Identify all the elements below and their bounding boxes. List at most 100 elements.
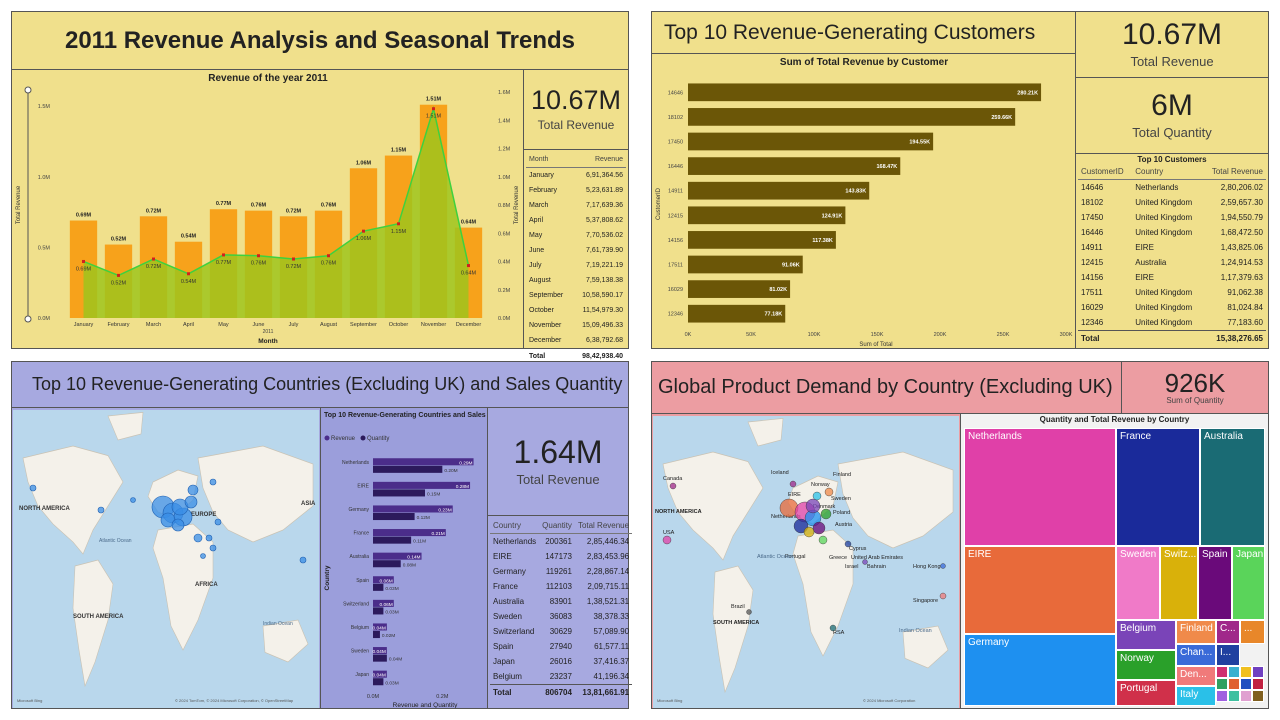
map-label: Indian Ocean: [899, 628, 932, 634]
treemap-small-tile[interactable]: [1252, 678, 1264, 690]
x-tick-label: 300K: [1060, 332, 1073, 338]
table-row[interactable]: Australia 83901 1,38,521.31: [490, 594, 632, 609]
table-cell: 14911: [1081, 243, 1103, 252]
treemap-tile[interactable]: Italy: [1176, 686, 1216, 706]
table-row[interactable]: March 7,17,639.36: [526, 198, 626, 213]
table-row[interactable]: February 5,23,631.89: [526, 183, 626, 198]
table-row[interactable]: Germany 119261 2,28,867.14: [490, 564, 632, 579]
table-cell: 2,80,206.02: [1220, 183, 1263, 192]
treemap-small-tile[interactable]: [1252, 666, 1264, 678]
table-row[interactable]: December 6,38,792.68: [526, 333, 626, 349]
col-country[interactable]: Country: [1132, 164, 1203, 180]
table-row[interactable]: Spain 27940 61,577.11: [490, 639, 632, 654]
treemap-tile[interactable]: Netherlands: [964, 428, 1116, 546]
treemap-small-tile[interactable]: [1240, 690, 1252, 702]
treemap-tile[interactable]: France: [1116, 428, 1200, 546]
land-shape: [792, 529, 854, 657]
country-bubble: [171, 518, 185, 532]
table-row[interactable]: June 7,61,739.90: [526, 243, 626, 258]
table-row[interactable]: France 112103 2,09,715.11: [490, 579, 632, 594]
treemap-tile[interactable]: Germany: [964, 634, 1116, 706]
table-row[interactable]: July 7,19,221.19: [526, 258, 626, 273]
table-cell: EIRE: [1135, 243, 1154, 252]
table-row[interactable]: 14156 EIRE 1,17,379.63: [1078, 270, 1266, 285]
table-total-row: Total 98,42,938.40: [526, 348, 626, 364]
col-total-revenue-3[interactable]: Total Revenue: [574, 518, 633, 534]
treemap-tile[interactable]: Portugal: [1116, 680, 1176, 706]
table-row[interactable]: 12346 United Kingdom 77,183.60: [1078, 315, 1266, 331]
table-row[interactable]: April 5,37,808.62: [526, 213, 626, 228]
table-row[interactable]: 16446 United Kingdom 1,68,472.50: [1078, 225, 1266, 240]
col-month[interactable]: Month: [526, 152, 573, 168]
table-row[interactable]: Switzerland 30629 57,089.90: [490, 624, 632, 639]
demand-map[interactable]: Canada USA NORTH AMERICA Iceland Finland Norw…: [653, 416, 959, 708]
revenue-bar: [373, 505, 453, 513]
table-row[interactable]: 14911 EIRE 1,43,825.06: [1078, 240, 1266, 255]
treemap-small-tile[interactable]: [1228, 678, 1240, 690]
treemap-tile-label: Netherlands: [968, 431, 1022, 442]
treemap-tile[interactable]: Australia: [1200, 428, 1265, 546]
bar-data-label: 1.15M: [391, 148, 407, 154]
treemap-tile[interactable]: I...: [1216, 644, 1240, 666]
map-label: Poland: [833, 510, 850, 516]
col-country-3[interactable]: Country: [490, 518, 540, 534]
treemap-small-tile[interactable]: [1240, 678, 1252, 690]
table-cell: United Kingdom: [1135, 288, 1193, 297]
bar-data-label: 0.04M: [373, 649, 386, 655]
col-revenue[interactable]: Revenue: [572, 152, 626, 168]
treemap-small-tile[interactable]: [1216, 678, 1228, 690]
table-row[interactable]: August 7,59,138.38: [526, 273, 626, 288]
treemap-tile[interactable]: ...: [1240, 620, 1265, 644]
table-row[interactable]: 14646 Netherlands 2,80,206.02: [1078, 180, 1266, 196]
treemap-small-tile[interactable]: [1228, 690, 1240, 702]
table-cell: 7,19,221.19: [586, 262, 623, 269]
bar-data-label: 0.04M: [373, 626, 386, 632]
treemap-tile[interactable]: Japan: [1232, 546, 1265, 620]
treemap-small-tile[interactable]: [1216, 690, 1228, 702]
treemap-small-tile[interactable]: [1216, 666, 1228, 678]
col-quantity[interactable]: Quantity: [539, 518, 575, 534]
treemap-tile[interactable]: Norway: [1116, 650, 1176, 680]
table-row[interactable]: January 6,91,364.56: [526, 168, 626, 184]
treemap-tile[interactable]: Finland: [1176, 620, 1216, 644]
treemap-small-tile[interactable]: [1240, 666, 1252, 678]
table-row[interactable]: Netherlands 200361 2,85,446.34: [490, 534, 632, 550]
treemap-tile[interactable]: EIRE: [964, 546, 1116, 634]
col-customerid[interactable]: CustomerID: [1078, 164, 1133, 180]
table-cell: France: [493, 582, 518, 591]
table-row[interactable]: Japan 26016 37,416.37: [490, 654, 632, 669]
month-revenue-table: Month Revenue January 6,91,364.56 February…: [526, 152, 626, 364]
treemap-tile[interactable]: Den...: [1176, 666, 1216, 686]
table-row[interactable]: 17450 United Kingdom 1,94,550.79: [1078, 210, 1266, 225]
treemap-tile[interactable]: Spain: [1198, 546, 1232, 620]
country-bubble: [200, 553, 206, 559]
revenue-bar: [373, 481, 471, 489]
table-row[interactable]: November 15,09,496.33: [526, 318, 626, 333]
country-revenue-map[interactable]: NORTH AMERICA EUROPE ASIA AFRICA SOUTH AMERI…: [13, 410, 319, 708]
treemap-title: Quantity and Total Revenue by Country: [1039, 415, 1190, 424]
table-row[interactable]: 18102 United Kingdom 2,59,657.30: [1078, 195, 1266, 210]
treemap-small-tile[interactable]: [1252, 690, 1264, 702]
treemap-small-tile[interactable]: [1228, 666, 1240, 678]
table-row[interactable]: September 10,58,590.17: [526, 288, 626, 303]
table-row[interactable]: 17511 United Kingdom 91,062.38: [1078, 285, 1266, 300]
table-row[interactable]: October 11,54,979.30: [526, 303, 626, 318]
treemap-tile[interactable]: Chan...: [1176, 644, 1216, 666]
table-row[interactable]: EIRE 147173 2,83,453.96: [490, 549, 632, 564]
treemap-tile[interactable]: Sweden: [1116, 546, 1160, 620]
table-row[interactable]: Sweden 36083 38,378.33: [490, 609, 632, 624]
bar-data-label: 77.18K: [764, 312, 782, 318]
table-cell: 41,196.34: [593, 672, 630, 681]
col-total-revenue[interactable]: Total Revenue: [1202, 164, 1266, 180]
treemap-tile[interactable]: C...: [1216, 620, 1240, 644]
treemap-tile[interactable]: Switz...: [1160, 546, 1198, 620]
table-row[interactable]: 12415 Australia 1,24,914.53: [1078, 255, 1266, 270]
table-row[interactable]: 16029 United Kingdom 81,024.84: [1078, 300, 1266, 315]
treemap-tile[interactable]: Belgium: [1116, 620, 1176, 650]
table-total-cell: Total: [490, 684, 540, 700]
table-cell: November: [529, 322, 562, 329]
bar-data-label: 0.72M: [286, 208, 302, 214]
table-row[interactable]: Belgium 23237 41,196.34: [490, 669, 632, 685]
bar-data-label: 0.21M: [431, 531, 444, 537]
table-row[interactable]: May 7,70,536.02: [526, 228, 626, 243]
